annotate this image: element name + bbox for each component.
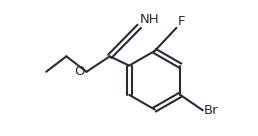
Text: Br: Br	[204, 104, 218, 117]
Text: O: O	[74, 65, 85, 78]
Text: F: F	[178, 15, 185, 28]
Text: NH: NH	[140, 13, 160, 26]
